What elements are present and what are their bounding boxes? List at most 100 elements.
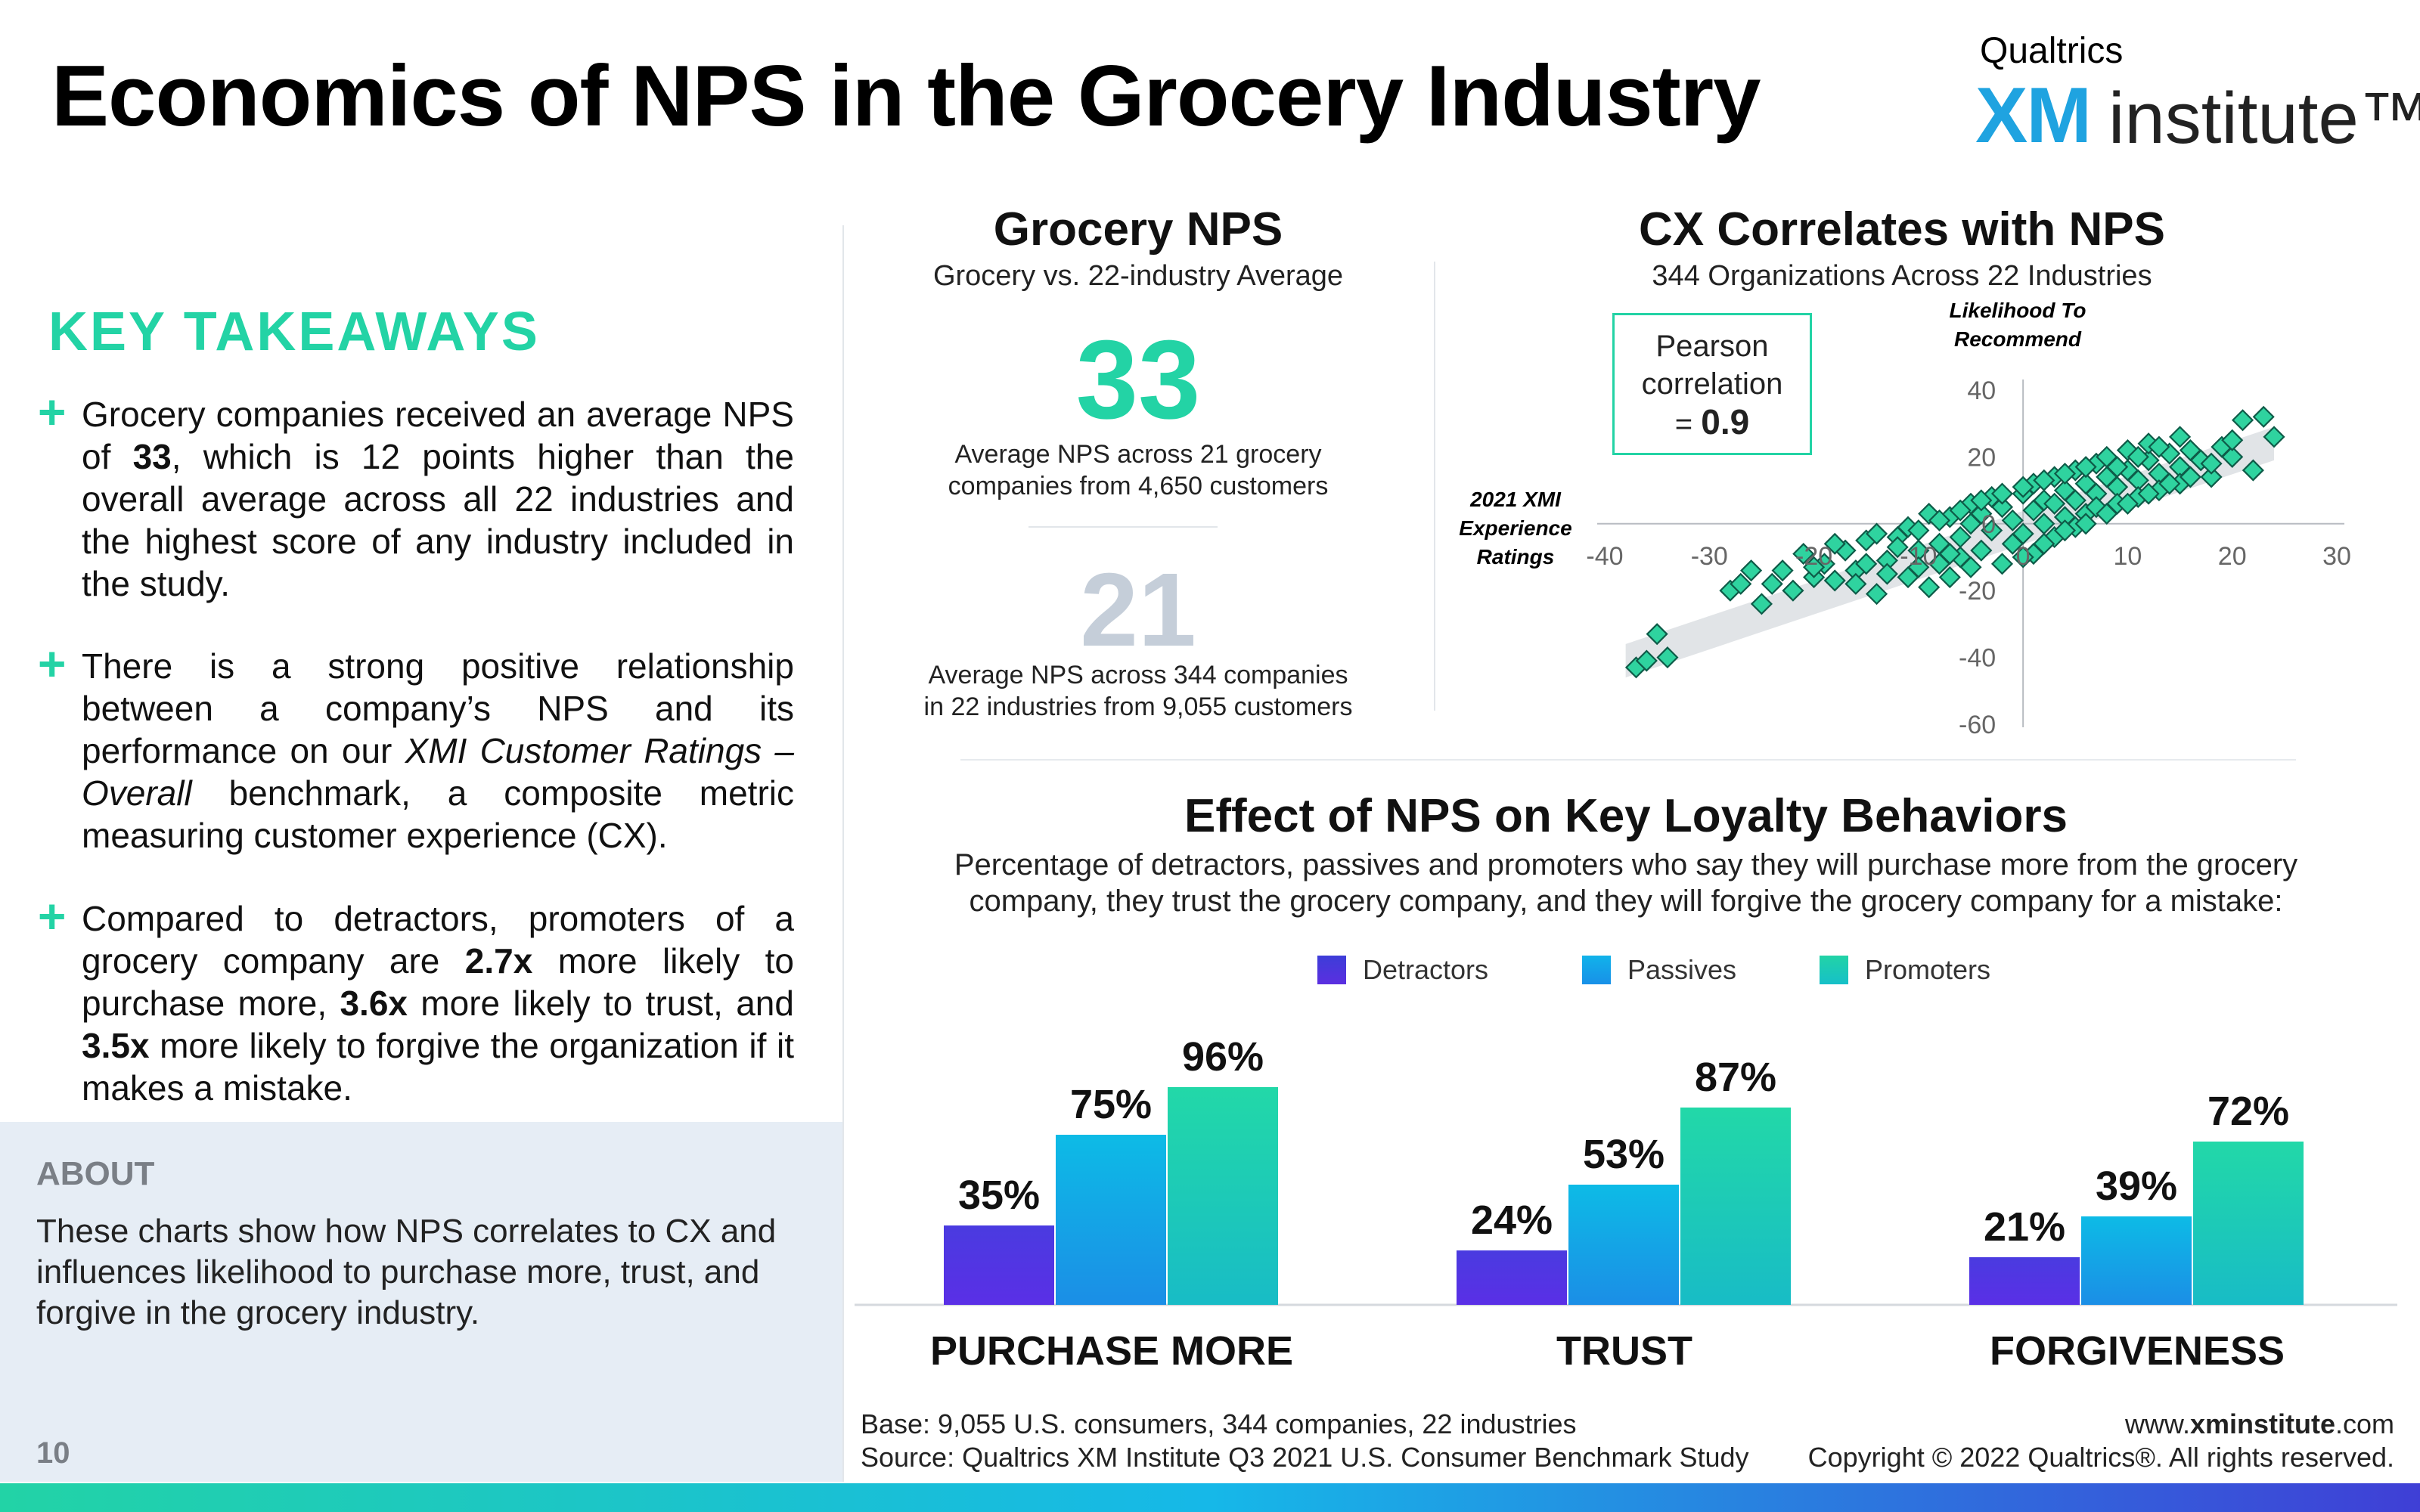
scatter-point bbox=[2221, 429, 2244, 451]
scatter-point bbox=[2116, 492, 2139, 515]
x-tick-label: -30 bbox=[1691, 542, 1728, 571]
bar-promoters bbox=[1168, 1087, 1278, 1305]
scatter-point bbox=[2242, 459, 2264, 482]
legend-swatch-detractors bbox=[1317, 956, 1346, 984]
legend-swatch-passives bbox=[1582, 956, 1611, 984]
scatter-point bbox=[1646, 623, 1668, 646]
scatter-point bbox=[1823, 569, 1846, 592]
scatter-point bbox=[2043, 492, 2066, 515]
cx-correlation-subtitle: 344 Organizations Across 22 Industries bbox=[1652, 260, 2152, 292]
scatter-point bbox=[1990, 496, 2014, 519]
plus-icon: + bbox=[38, 385, 67, 439]
scatter-point bbox=[1855, 553, 1878, 575]
scatter-point bbox=[1990, 553, 2014, 575]
scatter-point bbox=[1635, 649, 1658, 672]
scatter-point bbox=[1771, 559, 1794, 582]
x-tick-label: -20 bbox=[1795, 542, 1832, 571]
scatter-point bbox=[2221, 445, 2244, 468]
scatter-point bbox=[1740, 559, 1763, 582]
scatter-point bbox=[1865, 583, 1888, 606]
y-tick-label: 20 bbox=[1967, 443, 1996, 472]
logo-institute-text: institute™ bbox=[2108, 78, 2420, 159]
scatter-point bbox=[2179, 466, 2201, 488]
scatter-point bbox=[2033, 532, 2055, 555]
scatter-point bbox=[1907, 556, 1930, 578]
scatter-point bbox=[1876, 562, 1898, 585]
scatter-point bbox=[1782, 579, 1804, 602]
grocery-nps-description: Average NPS across 21 grocery companies … bbox=[948, 440, 1329, 500]
x-axis-title: 2021 XMI bbox=[1469, 488, 1562, 511]
takeaway-text: Grocery companies received an average NP… bbox=[82, 395, 794, 603]
scatter-point bbox=[2053, 519, 2077, 542]
section-separator bbox=[960, 759, 2296, 761]
x-tick-label: 0 bbox=[2016, 542, 2031, 571]
scatter-point bbox=[2200, 466, 2223, 488]
bar-value-label: 35% bbox=[958, 1173, 1040, 1218]
page-number: 10 bbox=[36, 1436, 70, 1470]
xm-institute-logo: Qualtrics XM institute™ bbox=[1975, 27, 2420, 160]
bar-value-label: 21% bbox=[1984, 1204, 2065, 1250]
nps-separator bbox=[1028, 526, 1218, 528]
logo-xm-text: XM bbox=[1975, 72, 2092, 160]
grocery-nps-title: Grocery NPS bbox=[993, 203, 1283, 256]
scatter-point bbox=[2012, 476, 2034, 498]
scatter-point bbox=[1938, 565, 1961, 589]
loyalty-effect-title: Effect of NPS on Key Loyalty Behaviors bbox=[1184, 790, 2068, 842]
cx-nps-scatter-chart: -40 -30 -20 -10 0 10 20 30 40 20 0 -20 -40 -60 Likelih… bbox=[1459, 299, 2351, 739]
scatter-point bbox=[1959, 556, 1982, 578]
grocery-nps-subtitle: Grocery vs. 22-industry Average bbox=[932, 260, 1344, 292]
footer-base-source: Base: 9,055 U.S. consumers, 344 companie… bbox=[861, 1408, 1749, 1473]
bar-detractors bbox=[1969, 1257, 2080, 1305]
page-title: Economics of NPS in the Grocery Industry bbox=[51, 48, 1761, 144]
takeaway-item-1: + Grocery companies received an average … bbox=[38, 385, 794, 605]
scatter-point bbox=[2148, 435, 2170, 458]
loyalty-effect-subtitle: Percentage of detractors, passives and p… bbox=[954, 848, 2298, 918]
left-column-divider bbox=[842, 225, 844, 1482]
y-tick-label: 0 bbox=[1981, 510, 1996, 539]
scatter-point bbox=[1761, 572, 1783, 595]
x-tick-label: -40 bbox=[1586, 542, 1623, 571]
bar-value-label: 24% bbox=[1471, 1198, 1553, 1243]
legend-promoters: Promoters bbox=[1820, 954, 1990, 986]
scatter-point bbox=[1844, 572, 1867, 595]
scatter-point bbox=[2074, 456, 2097, 479]
scatter-point bbox=[2012, 522, 2034, 545]
scatter-point bbox=[2252, 405, 2275, 428]
pearson-correlation-box: Pearson correlation = 0.9 bbox=[1612, 313, 1812, 455]
legend-detractors: Detractors bbox=[1317, 954, 1488, 986]
scatter-point bbox=[1865, 522, 1888, 545]
category-label-trust: TRUST bbox=[1556, 1328, 1692, 1374]
scatter-point bbox=[2263, 426, 2285, 448]
x-tick-label: 20 bbox=[2218, 542, 2247, 571]
scatter-point bbox=[2033, 469, 2055, 491]
bar-passives bbox=[1568, 1185, 1679, 1305]
footer-url[interactable]: www.xminstitute.com bbox=[2124, 1408, 2394, 1439]
scatter-point bbox=[1886, 536, 1909, 559]
scatter-point bbox=[1970, 539, 1993, 562]
y-tick-label: -60 bbox=[1959, 711, 1996, 739]
bar-detractors bbox=[944, 1225, 1054, 1305]
about-box: ABOUT These charts show how NPS correlat… bbox=[0, 1122, 842, 1482]
legend-passives: Passives bbox=[1582, 954, 1736, 986]
x-axis-title: Experience bbox=[1459, 516, 1571, 540]
scatter-point bbox=[1970, 489, 1993, 512]
cx-correlation-title: CX Correlates with NPS bbox=[1639, 203, 2165, 256]
y-axis-title: Likelihood To bbox=[1950, 299, 2086, 322]
scatter-point bbox=[2001, 509, 2024, 531]
bar-promoters bbox=[2193, 1142, 2304, 1305]
key-takeaways-title: KEY TAKEAWAYS bbox=[48, 302, 540, 362]
scatter-point bbox=[2064, 489, 2086, 512]
scatter-point bbox=[1656, 646, 1679, 669]
y-tick-label: -20 bbox=[1959, 577, 1996, 606]
category-label-forgiveness: FORGIVENESS bbox=[1989, 1328, 2285, 1374]
scatter-point bbox=[1730, 572, 1752, 595]
y-axis-title: Recommend bbox=[1954, 327, 2082, 351]
bar-detractors bbox=[1457, 1250, 1567, 1305]
scatter-point bbox=[2158, 472, 2181, 495]
scatter-point bbox=[2053, 462, 2077, 485]
scatter-point bbox=[2127, 445, 2149, 468]
bar-value-label: 96% bbox=[1182, 1034, 1264, 1080]
y-tick-label: 40 bbox=[1967, 376, 1996, 405]
x-tick-label: -10 bbox=[1900, 542, 1937, 571]
scatter-point bbox=[2231, 409, 2254, 432]
